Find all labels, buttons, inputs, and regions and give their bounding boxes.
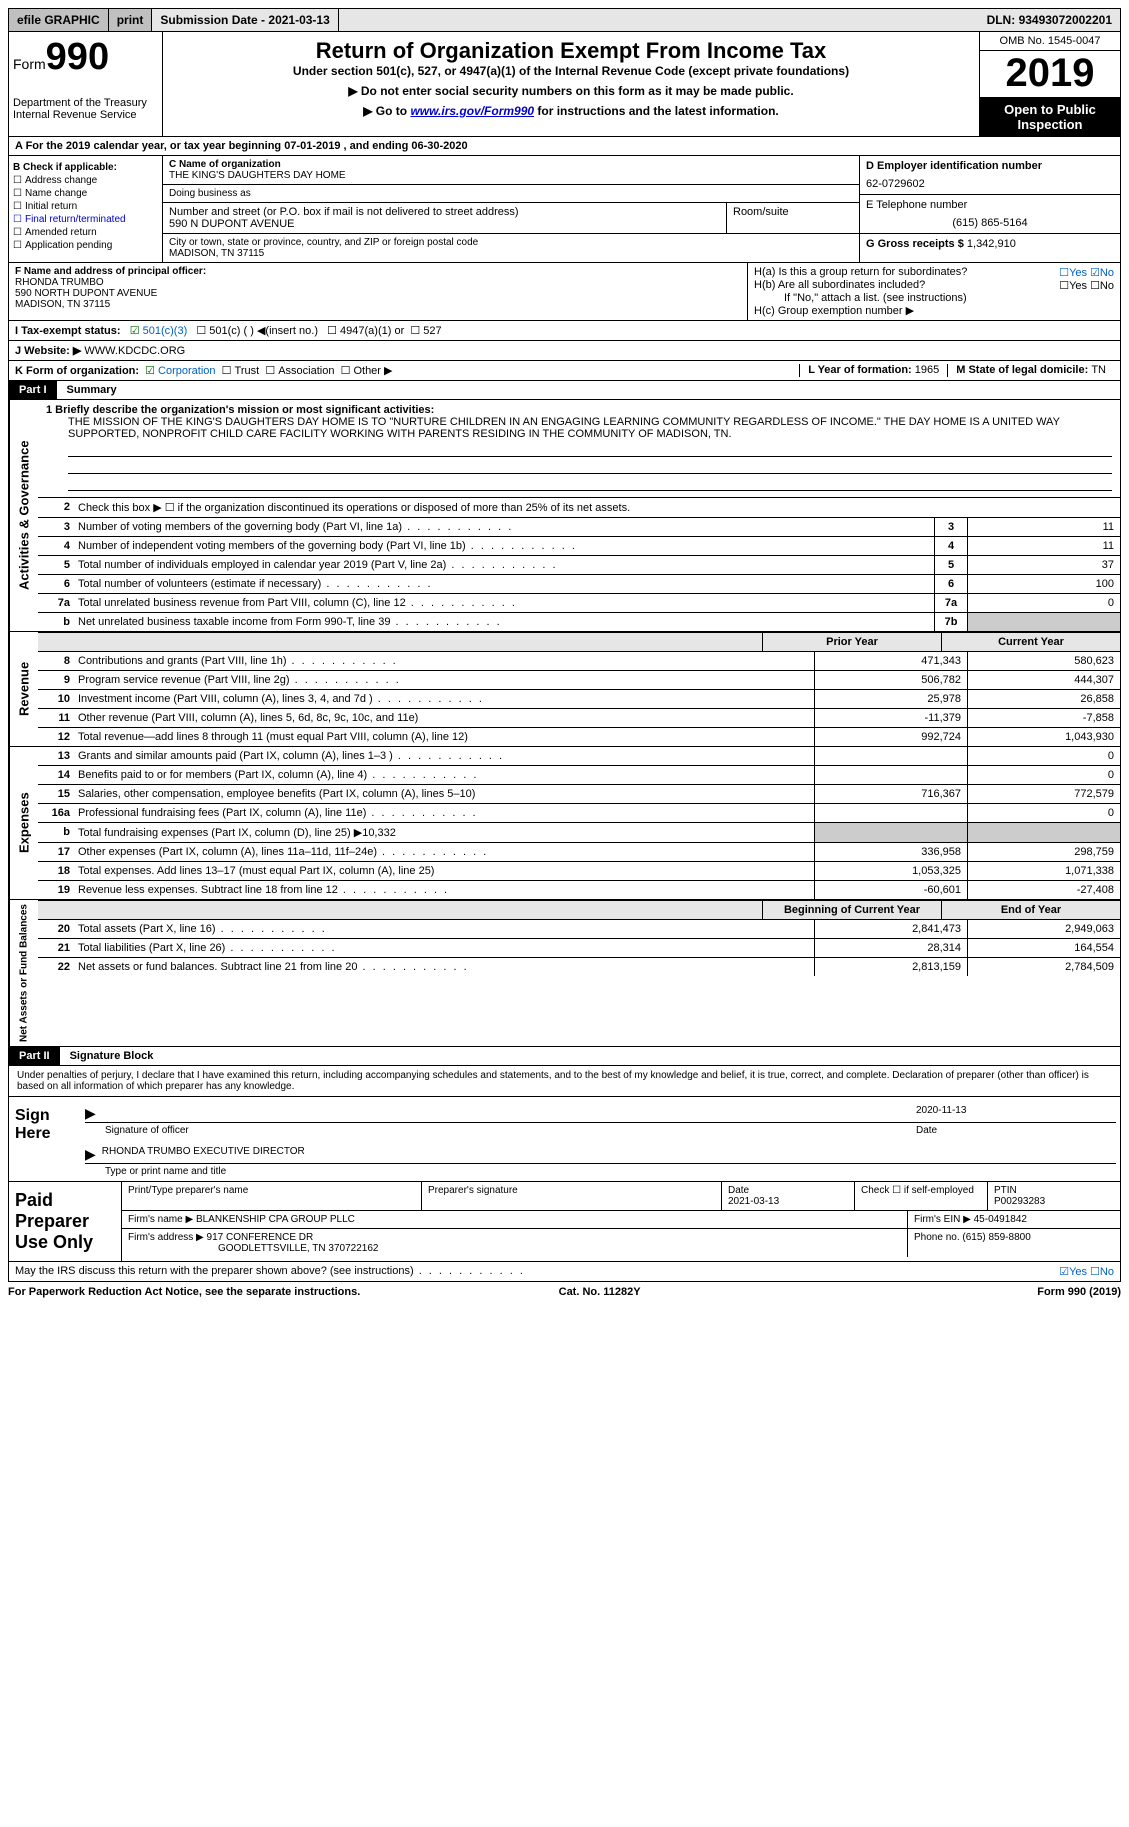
chk-4947[interactable]: 4947(a)(1) or (327, 325, 404, 337)
row-i-tax-status: I Tax-exempt status: 501(c)(3) 501(c) ( … (8, 321, 1121, 341)
chk-assoc[interactable]: Association (265, 365, 334, 377)
preparer-row: Paid Preparer Use Only Print/Type prepar… (8, 1182, 1121, 1262)
chk-name-change[interactable]: Name change (13, 188, 158, 199)
side-label-revenue: Revenue (9, 632, 38, 746)
current-year-header: Current Year (941, 633, 1120, 651)
form-subtitle-3: ▶ Go to www.irs.gov/Form990 for instruct… (169, 104, 973, 118)
header-right: OMB No. 1545-0047 2019 Open to Public In… (979, 32, 1120, 136)
revenue-section: Revenue Prior Year Current Year 8Contrib… (8, 632, 1121, 747)
sign-here-label: Sign Here (9, 1097, 81, 1181)
chk-final-return[interactable]: Final return/terminated (13, 214, 158, 225)
officer-name: RHONDA TRUMBO (15, 277, 741, 288)
col-b-checkboxes: B Check if applicable: Address change Na… (9, 156, 163, 262)
line-4-val: 11 (967, 537, 1120, 555)
part-1-header: Part I Summary (8, 381, 1121, 400)
row-k-form-org: K Form of organization: Corporation Trus… (8, 361, 1121, 381)
preparer-label: Paid Preparer Use Only (9, 1182, 122, 1261)
col-h-group: H(a) Is this a group return for subordin… (748, 263, 1120, 320)
form-subtitle-2: ▶ Do not enter social security numbers o… (169, 84, 973, 98)
prior-year-header: Prior Year (762, 633, 941, 651)
line-5-val: 37 (967, 556, 1120, 574)
form-title: Return of Organization Exempt From Incom… (169, 38, 973, 64)
sign-here-row: Sign Here 2020-11-13 Signature of office… (8, 1097, 1121, 1182)
form-footer: Form 990 (2019) (1037, 1286, 1121, 1298)
end-year-header: End of Year (941, 901, 1120, 919)
state-domicile: TN (1091, 364, 1106, 376)
chk-trust[interactable]: Trust (222, 365, 260, 377)
form-subtitle-1: Under section 501(c), 527, or 4947(a)(1)… (169, 64, 973, 78)
bottom-line: For Paperwork Reduction Act Notice, see … (8, 1282, 1121, 1302)
top-bar: efile GRAPHIC print Submission Date - 20… (8, 8, 1121, 32)
print-button[interactable]: print (109, 9, 153, 31)
chk-app-pending[interactable]: Application pending (13, 240, 158, 251)
form-header: Form990 Department of the Treasury Inter… (8, 32, 1121, 137)
chk-501c[interactable]: 501(c) ( ) ◀(insert no.) (196, 325, 318, 337)
mission-text: THE MISSION OF THE KING'S DAUGHTERS DAY … (68, 416, 1112, 440)
governance-section: Activities & Governance 1 Briefly descri… (8, 400, 1121, 632)
line-7b-val (967, 613, 1120, 631)
firm-phone: (615) 859-8800 (962, 1232, 1030, 1243)
irs-link[interactable]: www.irs.gov/Form990 (410, 104, 534, 118)
chk-527[interactable]: 527 (410, 325, 441, 337)
officer-sig-name: RHONDA TRUMBO EXECUTIVE DIRECTOR (102, 1146, 1116, 1163)
chk-corp[interactable]: Corporation (145, 365, 215, 377)
efile-label: efile GRAPHIC (9, 9, 109, 31)
website: WWW.KDCDC.ORG (84, 345, 185, 357)
side-label-expenses: Expenses (9, 747, 38, 899)
row-j-website: J Website: ▶ WWW.KDCDC.ORG (8, 341, 1121, 361)
form-label: Form (13, 56, 46, 72)
row-fgh: F Name and address of principal officer:… (8, 263, 1121, 321)
part-2-header: Part II Signature Block (8, 1047, 1121, 1066)
side-label-governance: Activities & Governance (9, 400, 38, 631)
discuss-row: May the IRS discuss this return with the… (8, 1262, 1121, 1282)
col-de: D Employer identification number 62-0729… (859, 156, 1120, 262)
chk-amended[interactable]: Amended return (13, 227, 158, 238)
line-7a-val: 0 (967, 594, 1120, 612)
chk-other[interactable]: Other ▶ (341, 365, 393, 377)
gross-receipts: 1,342,910 (967, 238, 1016, 250)
cat-no: Cat. No. 11282Y (559, 1286, 641, 1298)
org-city: MADISON, TN 37115 (169, 248, 853, 259)
phone: (615) 865-5164 (866, 217, 1114, 229)
tax-year: 2019 (980, 51, 1120, 98)
side-label-net-assets: Net Assets or Fund Balances (9, 900, 38, 1046)
mission-block: 1 Briefly describe the organization's mi… (38, 400, 1120, 497)
begin-year-header: Beginning of Current Year (762, 901, 941, 919)
chk-initial-return[interactable]: Initial return (13, 201, 158, 212)
col-c-org-info: C Name of organization THE KING'S DAUGHT… (163, 156, 859, 262)
header-center: Return of Organization Exempt From Incom… (163, 32, 979, 136)
line-6-val: 100 (967, 575, 1120, 593)
org-street: 590 N DUPONT AVENUE (169, 218, 720, 230)
dln: DLN: 93493072002201 (979, 9, 1120, 31)
chk-501c3[interactable]: 501(c)(3) (130, 325, 188, 337)
line-3-val: 11 (967, 518, 1120, 536)
form-number: 990 (46, 36, 109, 78)
expenses-section: Expenses 13Grants and similar amounts pa… (8, 747, 1121, 900)
section-bcde: B Check if applicable: Address change Na… (8, 156, 1121, 263)
dept-label: Department of the Treasury Internal Reve… (13, 97, 158, 121)
firm-name: BLANKENSHIP CPA GROUP PLLC (196, 1214, 355, 1225)
net-assets-section: Net Assets or Fund Balances Beginning of… (8, 900, 1121, 1047)
col-f-officer: F Name and address of principal officer:… (9, 263, 748, 320)
omb-number: OMB No. 1545-0047 (980, 32, 1120, 51)
declaration-text: Under penalties of perjury, I declare th… (8, 1066, 1121, 1097)
submission-date: Submission Date - 2021-03-13 (152, 9, 338, 31)
inspection-label: Open to Public Inspection (980, 98, 1120, 136)
year-formation: 1965 (915, 364, 939, 376)
ein: 62-0729602 (866, 178, 1114, 190)
firm-addr: 917 CONFERENCE DR (207, 1232, 314, 1243)
row-a-tax-year: A For the 2019 calendar year, or tax yea… (8, 137, 1121, 156)
ptin: P00293283 (994, 1196, 1045, 1207)
chk-address-change[interactable]: Address change (13, 175, 158, 186)
org-name: THE KING'S DAUGHTERS DAY HOME (169, 170, 853, 181)
header-left: Form990 Department of the Treasury Inter… (9, 32, 163, 136)
firm-ein: 45-0491842 (974, 1214, 1027, 1225)
